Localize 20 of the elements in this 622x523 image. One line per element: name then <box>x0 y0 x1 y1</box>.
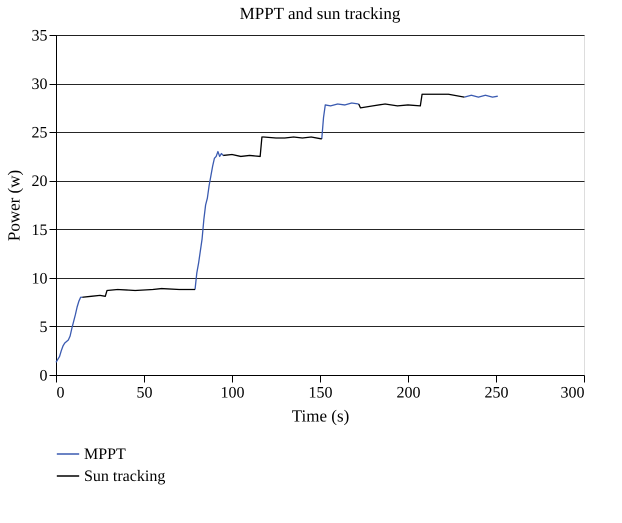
x-tick-label: 0 <box>56 384 64 402</box>
x-tick-label: 50 <box>136 384 152 402</box>
y-tick-label: 35 <box>32 28 48 44</box>
y-tick-label: 30 <box>32 76 48 94</box>
x-tick-label: 300 <box>560 384 584 402</box>
y-tick-label: 15 <box>32 222 48 239</box>
x-tick-label: 150 <box>308 384 332 402</box>
y-tick-label: 5 <box>40 318 48 336</box>
x-tick-label: 200 <box>396 384 420 402</box>
y-tick-label: 10 <box>32 270 48 288</box>
legend-label: MPPT <box>84 446 126 463</box>
x-axis-title: Time (s) <box>292 406 350 426</box>
chart-title: MPPT and sun tracking <box>240 4 401 23</box>
y-tick-label: 20 <box>32 173 48 190</box>
y-tick-label: 25 <box>32 124 48 142</box>
x-tick-label: 250 <box>484 384 508 402</box>
y-axis-title: Power (w) <box>4 170 24 242</box>
y-tick-label: 0 <box>40 368 48 384</box>
legend-label: Sun tracking <box>84 468 166 485</box>
x-tick-label: 100 <box>220 384 244 402</box>
